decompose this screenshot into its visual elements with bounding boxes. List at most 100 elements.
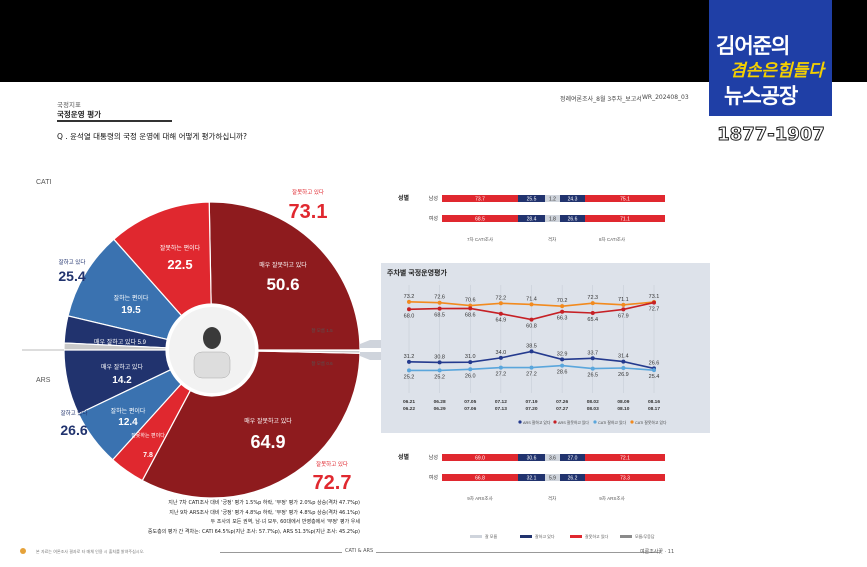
- x-tick-label: 06.28: [434, 399, 446, 405]
- slice-label: 잘못하는 편이다: [160, 244, 201, 252]
- pie-slice: [257, 349, 361, 354]
- x-tick-label: 07.12: [495, 399, 507, 405]
- data-label: 70.2: [557, 298, 568, 304]
- legend-marker: [518, 420, 522, 424]
- gender-footer-label: 8차 CATI조사: [599, 236, 626, 243]
- slice-value: 64.9: [250, 432, 285, 452]
- x-tick-label: 06.29: [434, 406, 446, 412]
- slice-value: 50.6: [266, 275, 299, 294]
- center-photo: [167, 305, 257, 395]
- slice-label: 잘하는 편이다: [111, 407, 146, 415]
- charts-canvas: CATI ARS 매우 잘못하고 있다 50.6 잘못하는 편이다 22.5 잘하는 편이다…: [22, 179, 710, 539]
- slice-label: 잘 모름 1.5: [311, 327, 333, 333]
- channel-logo-line1: 김어준의: [716, 34, 790, 58]
- data-point: [498, 311, 503, 316]
- data-point: [407, 368, 411, 373]
- gender-bar-segment: [518, 474, 545, 481]
- report-info: 정례여론조사_8월 3주차_보고서: [560, 96, 642, 103]
- gender-bar-segment: [442, 195, 518, 202]
- slice-value: 14.2: [112, 375, 132, 386]
- x-tick-label: 08.10: [617, 406, 629, 412]
- channel-phone: 1877-1907: [717, 124, 826, 146]
- gender-bar-value: 1.2: [549, 196, 556, 202]
- ars-membership-label: ARS 멤버십: [744, 158, 798, 169]
- total-label: 잘하고 있다: [59, 258, 86, 266]
- category-label: 국정지표: [57, 101, 81, 109]
- pie-slice: [141, 350, 361, 499]
- data-label: 68.6: [465, 312, 476, 318]
- gender-bar-segment: [518, 195, 545, 202]
- gender-bar-segment: [518, 454, 545, 461]
- gender-bar-segment: [442, 454, 518, 461]
- note-line: 지난 9차 ARS조사 대비 '긍정' 평가 4.8%p 하락, '부정' 평가…: [169, 509, 360, 516]
- data-label: 32.9: [557, 351, 568, 357]
- data-label: 26.0: [465, 373, 476, 379]
- x-tick-label: 08.16: [648, 399, 660, 405]
- x-tick-label: 08.03: [587, 406, 599, 412]
- pie-slice: [77, 369, 182, 461]
- title-underline: [57, 120, 172, 122]
- slice-value: 12.4: [118, 417, 138, 428]
- gender-bar-value: 24.3: [568, 196, 578, 202]
- data-point: [468, 306, 473, 311]
- data-label: 73.1: [649, 294, 660, 300]
- note-line: 중도층의 평가 간 격차는: CATI 64.5%p(지난 조사: 57.7%p…: [147, 528, 360, 535]
- gender-footer-label: 9차 ARS조사: [599, 495, 625, 502]
- data-label: 72.7: [649, 307, 660, 313]
- footer-logo-icon: [20, 548, 26, 554]
- data-label: 72.3: [587, 295, 598, 301]
- data-point: [407, 307, 411, 312]
- data-label: 26.6: [649, 360, 660, 366]
- bottom-legend-label: 잘 모름: [485, 533, 497, 539]
- x-tick-label: 06.21: [403, 399, 415, 405]
- x-tick-label: 08.02: [587, 399, 599, 405]
- gender-row-label: 여성: [429, 474, 438, 481]
- gender-bar-value: 73.7: [475, 196, 485, 202]
- legend-marker: [593, 420, 597, 424]
- gender-bar-segment: [560, 195, 585, 202]
- channel-logo-line2: 겸손은힘들다: [730, 61, 824, 81]
- photo-body: [193, 351, 231, 379]
- data-label: 25.2: [404, 374, 415, 380]
- gender-bar-value: 25.5: [527, 196, 537, 202]
- gender-footer-label: 격차: [548, 236, 557, 243]
- slice-value: 19.5: [121, 305, 141, 316]
- data-label: 31.0: [465, 354, 476, 360]
- x-tick-label: 07.27: [556, 406, 568, 412]
- bottom-legend-swatch: [470, 535, 482, 538]
- gender-bar-segment: [545, 215, 560, 222]
- data-point: [529, 317, 534, 322]
- pie-slice: [63, 315, 168, 349]
- x-tick-label: 07.26: [556, 399, 568, 405]
- bottom-legend-swatch: [520, 535, 532, 538]
- bottom-legend-label: 모름/무응답: [635, 533, 655, 539]
- data-label: 30.8: [434, 354, 445, 360]
- footer-left-text: 본 자료는 여론조사 결과로 타 매체 인용 시 출처를 밝혀주십시오.: [36, 549, 145, 554]
- data-label: 31.4: [618, 354, 629, 360]
- pie-slice: [208, 201, 361, 351]
- data-label: 38.5: [526, 343, 537, 349]
- report-code: WR_202408_03: [642, 94, 689, 101]
- gender-bar-segment: [518, 215, 545, 222]
- footer-center-text: CATI & ARS: [342, 548, 377, 554]
- x-tick-label: 07.05: [464, 399, 476, 405]
- data-point: [498, 355, 503, 360]
- data-label: 28.6: [557, 370, 568, 376]
- channel-logo-line3: 뉴스공장: [724, 84, 798, 108]
- data-label: 72.2: [496, 295, 507, 301]
- x-tick-label: 06.22: [403, 406, 415, 412]
- gender-row-label: 남성: [429, 454, 438, 461]
- photo-head: [203, 327, 221, 349]
- pie-slice: [63, 349, 172, 415]
- gender-bar-value: 73.3: [620, 475, 630, 481]
- pie-slice: [112, 201, 212, 317]
- data-point: [437, 300, 442, 305]
- note-line: 지난 7차 CATI조사 대비 '긍정' 평가 1.5%p 하락, '부정' 평…: [168, 500, 360, 506]
- slice-label: 잘못하는 편이다: [131, 432, 165, 439]
- total-label: 잘못하고 있다: [316, 460, 348, 468]
- legend-marker: [630, 420, 634, 424]
- question-text: Q . 윤석열 대통령의 국정 운영에 대해 어떻게 평가하십니까?: [57, 132, 248, 141]
- total-value: 26.6: [60, 422, 87, 438]
- total-label: 잘하고 있다: [61, 409, 88, 417]
- data-label: 67.9: [618, 313, 629, 319]
